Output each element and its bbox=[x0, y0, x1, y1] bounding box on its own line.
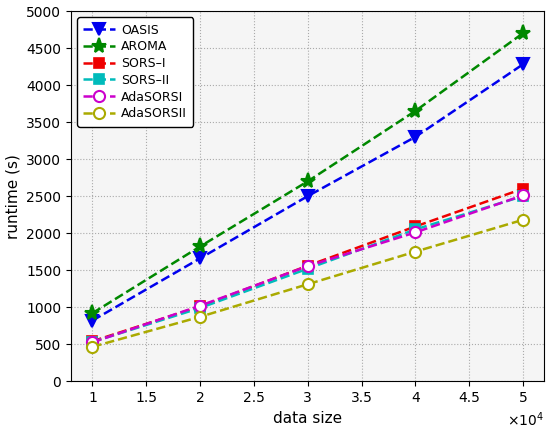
Legend: OASIS, AROMA, SORS–I, SORS–II, AdaSORSI, AdaSORSII: OASIS, AROMA, SORS–I, SORS–II, AdaSORSI,… bbox=[77, 17, 193, 127]
AROMA bbox=[304, 179, 311, 184]
Line: OASIS: OASIS bbox=[86, 58, 529, 327]
AdaSORSII bbox=[89, 344, 96, 349]
SORS–II bbox=[89, 340, 96, 345]
AdaSORSI bbox=[197, 303, 204, 308]
AdaSORSI bbox=[520, 193, 526, 198]
Line: AdaSORSI: AdaSORSI bbox=[87, 190, 529, 348]
SORS–I bbox=[197, 304, 204, 309]
AdaSORSII bbox=[412, 249, 419, 254]
AdaSORSI bbox=[304, 264, 311, 269]
AROMA bbox=[89, 311, 96, 316]
SORS–I bbox=[520, 186, 526, 191]
SORS–I bbox=[412, 224, 419, 229]
AROMA bbox=[412, 108, 419, 114]
AROMA bbox=[197, 244, 204, 249]
AROMA bbox=[520, 31, 526, 36]
Y-axis label: runtime (s): runtime (s) bbox=[6, 154, 20, 238]
OASIS bbox=[304, 194, 311, 199]
OASIS bbox=[197, 256, 204, 261]
SORS–I bbox=[304, 263, 311, 268]
Line: AdaSORSII: AdaSORSII bbox=[87, 214, 529, 353]
AdaSORSII bbox=[520, 217, 526, 222]
SORS–I bbox=[89, 339, 96, 344]
SORS–II bbox=[304, 266, 311, 271]
SORS–II bbox=[197, 305, 204, 311]
OASIS bbox=[89, 318, 96, 323]
AdaSORSII bbox=[304, 282, 311, 287]
X-axis label: data size: data size bbox=[273, 410, 342, 426]
SORS–II bbox=[520, 194, 526, 199]
AdaSORSI bbox=[412, 230, 419, 235]
Text: $\times10^4$: $\times10^4$ bbox=[508, 411, 544, 429]
Line: SORS–II: SORS–II bbox=[87, 191, 528, 347]
SORS–II bbox=[412, 227, 419, 232]
Line: SORS–I: SORS–I bbox=[87, 184, 528, 346]
Line: AROMA: AROMA bbox=[85, 25, 531, 321]
AdaSORSI bbox=[89, 340, 96, 345]
OASIS bbox=[520, 62, 526, 67]
AdaSORSII bbox=[197, 314, 204, 319]
OASIS bbox=[412, 134, 419, 140]
